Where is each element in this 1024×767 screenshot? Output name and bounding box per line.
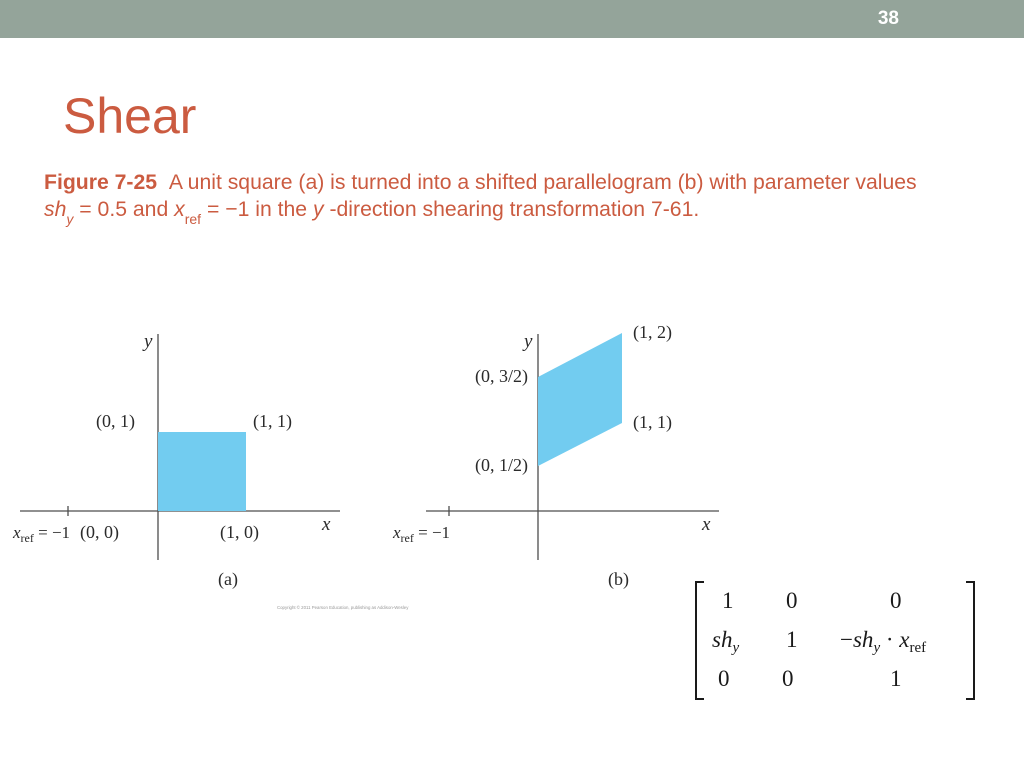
svg-text:x: x	[321, 514, 331, 535]
svg-text:(1, 2): (1, 2)	[633, 322, 672, 343]
svg-text:y: y	[142, 331, 153, 352]
svg-text:0: 0	[782, 666, 794, 691]
svg-text:xref = −1: xref = −1	[12, 523, 70, 545]
svg-text:shy: shy	[712, 627, 739, 656]
svg-text:0: 0	[890, 588, 902, 613]
svg-text:(a): (a)	[218, 569, 238, 590]
svg-text:y: y	[522, 331, 533, 352]
svg-text:(0, 0): (0, 0)	[80, 522, 119, 543]
svg-text:0: 0	[718, 666, 730, 691]
svg-text:x: x	[701, 514, 711, 535]
svg-text:−shy · xref: −shy · xref	[840, 627, 926, 656]
svg-text:(0, 1/2): (0, 1/2)	[475, 455, 528, 476]
svg-text:1: 1	[890, 666, 902, 691]
svg-text:(1, 1): (1, 1)	[633, 412, 672, 433]
svg-text:1: 1	[786, 627, 798, 652]
svg-text:(1, 0): (1, 0)	[220, 522, 259, 543]
svg-text:(1, 1): (1, 1)	[253, 411, 292, 432]
svg-text:1: 1	[722, 588, 734, 613]
svg-text:(b): (b)	[608, 569, 629, 590]
svg-text:xref = −1: xref = −1	[392, 523, 450, 545]
svg-text:0: 0	[786, 588, 798, 613]
svg-text:(0, 3/2): (0, 3/2)	[475, 366, 528, 387]
svg-text:(0, 1): (0, 1)	[96, 411, 135, 432]
